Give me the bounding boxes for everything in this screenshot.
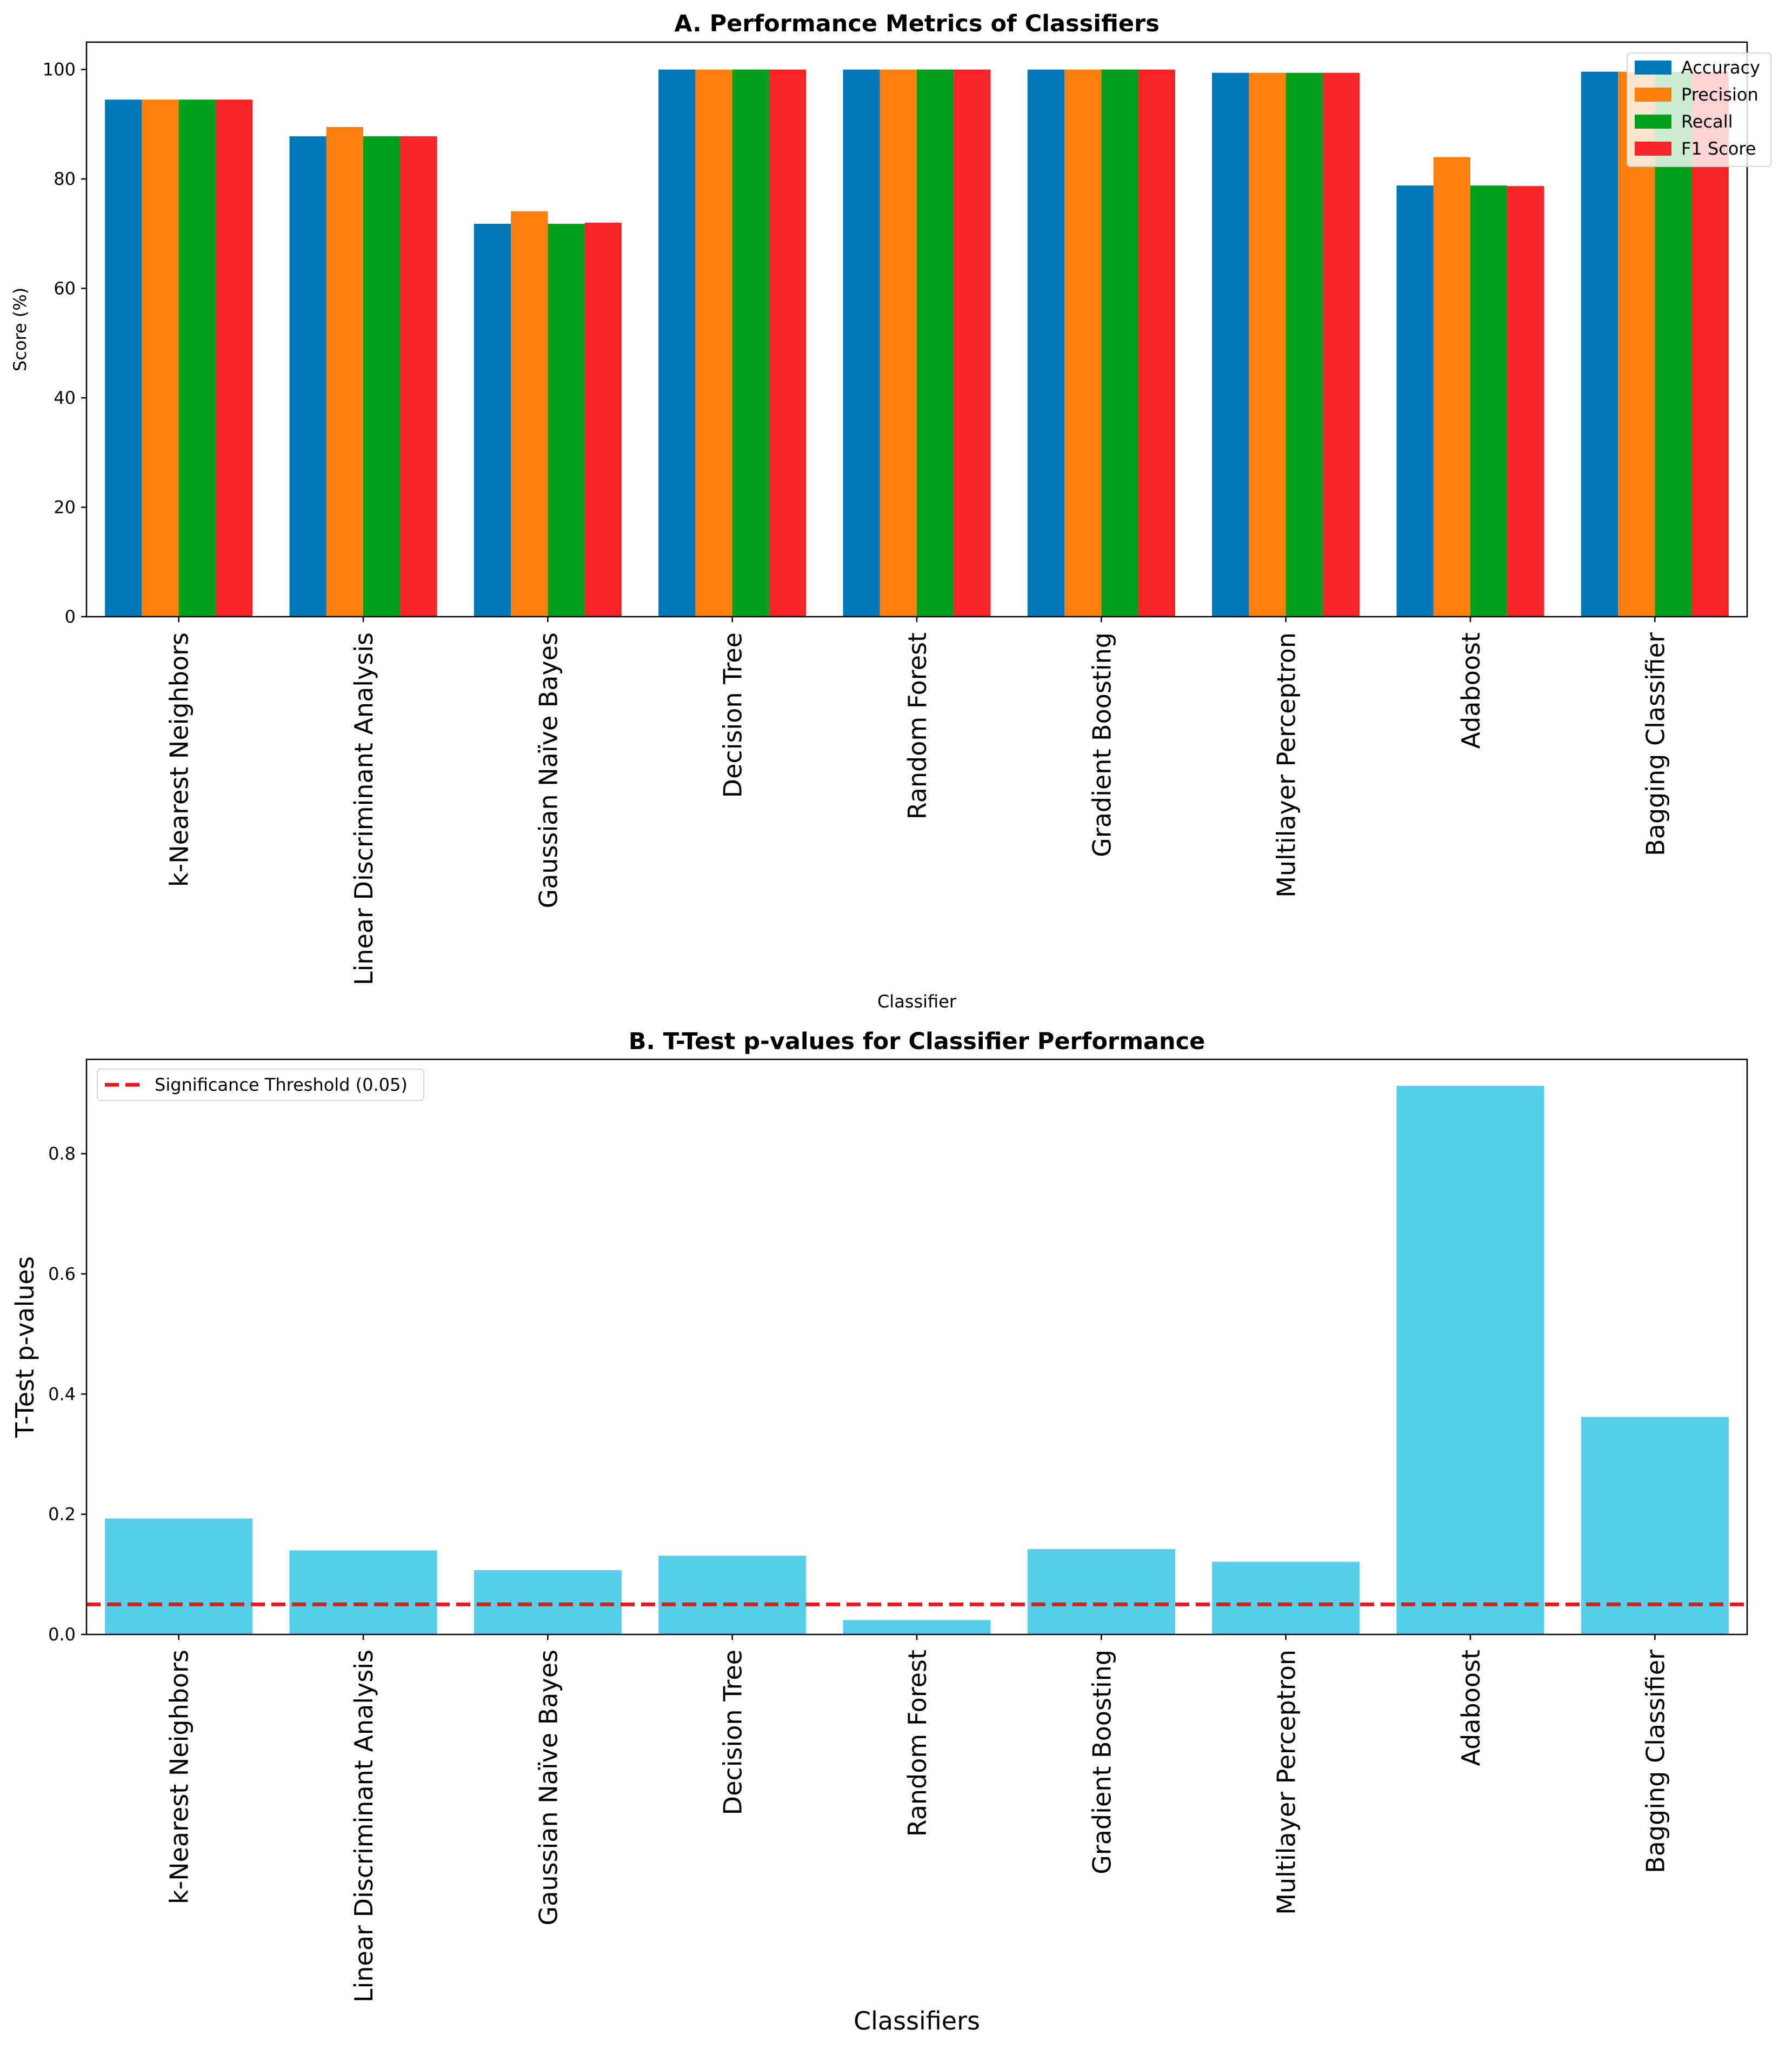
a-xtick-label-adaboost: Adaboost bbox=[1456, 632, 1485, 749]
b-legend-box bbox=[97, 1069, 424, 1101]
bar-f1-score-gradient-boosting bbox=[1138, 69, 1175, 617]
b-xtick-label-k-nearest-neighbors: k-Nearest Neighbors bbox=[165, 1650, 194, 1904]
legend-swatch-recall bbox=[1635, 115, 1671, 129]
pvalue-bar-multilayer-perceptron bbox=[1212, 1561, 1360, 1634]
bar-accuracy-random-forest bbox=[843, 69, 880, 617]
a-bars-group bbox=[105, 69, 1729, 617]
pvalue-bar-adaboost bbox=[1396, 1085, 1544, 1634]
a-xtick-label-multilayer-perceptron: Multilayer Perceptron bbox=[1272, 632, 1301, 898]
bar-precision-k-nearest-neighbors bbox=[142, 99, 179, 617]
bar-f1-score-multilayer-perceptron bbox=[1322, 72, 1360, 617]
bar-recall-adaboost bbox=[1470, 185, 1508, 617]
pvalue-bar-gaussian-na-ve-bayes bbox=[474, 1570, 622, 1634]
bar-recall-multilayer-perceptron bbox=[1285, 72, 1323, 617]
bar-recall-linear-discriminant-analysis bbox=[363, 136, 401, 617]
b-bars-group bbox=[105, 1085, 1729, 1634]
a-legend-box bbox=[1627, 52, 1771, 167]
b-xtick-label-gradient-boosting: Gradient Boosting bbox=[1087, 1650, 1116, 1874]
b-xtick-label-adaboost: Adaboost bbox=[1456, 1650, 1485, 1766]
a-xtick-label-gradient-boosting: Gradient Boosting bbox=[1087, 632, 1116, 857]
bar-recall-random-forest bbox=[917, 69, 954, 617]
a-x-axis-label: Classifier bbox=[877, 991, 957, 1012]
ttest-pvalues-chart: 0.0 0.2 0.4 0.6 0.8 k-Nearest Neighbors Linear… bbox=[10, 1028, 1748, 2035]
bar-f1-score-random-forest bbox=[954, 69, 991, 617]
b-xtick-label-bagging-classifier: Bagging Classifier bbox=[1641, 1650, 1670, 1873]
a-ytick-label: 40 bbox=[54, 388, 76, 408]
a-xtick-label-linear-discriminant-analysis: Linear Discriminant Analysis bbox=[349, 632, 378, 985]
pvalue-bar-random-forest bbox=[843, 1620, 991, 1634]
bar-recall-k-nearest-neighbors bbox=[178, 99, 216, 617]
bar-precision-gradient-boosting bbox=[1064, 69, 1102, 617]
b-xtick-label-linear-discriminant-analysis: Linear Discriminant Analysis bbox=[349, 1650, 378, 2003]
pvalue-bar-gradient-boosting bbox=[1027, 1549, 1175, 1634]
pvalue-bar-k-nearest-neighbors bbox=[105, 1518, 253, 1634]
b-y-axis-label: T-Test p-values bbox=[10, 1256, 39, 1438]
bar-recall-gradient-boosting bbox=[1101, 69, 1138, 617]
a-xtick-label-decision-tree: Decision Tree bbox=[718, 632, 748, 798]
legend-label-accuracy: Accuracy bbox=[1681, 57, 1760, 78]
a-chart-title: A. Performance Metrics of Classifiers bbox=[674, 10, 1160, 37]
legend-label-significance-threshold: Significance Threshold (0.05) bbox=[155, 1074, 408, 1095]
a-ytick-label: 60 bbox=[54, 278, 76, 299]
b-x-axis-label: Classifiers bbox=[854, 2006, 980, 2035]
bar-accuracy-adaboost bbox=[1396, 185, 1434, 617]
a-xtick-label-k-nearest-neighbors: k-Nearest Neighbors bbox=[165, 632, 194, 887]
a-xtick-label-bagging-classifier: Bagging Classifier bbox=[1641, 632, 1670, 856]
bar-precision-decision-tree bbox=[695, 69, 732, 617]
legend-label-recall: Recall bbox=[1681, 111, 1733, 132]
a-xtick-label-gaussian-na-ve-bayes: Gaussian Naïve Bayes bbox=[534, 632, 563, 908]
bar-f1-score-gaussian-na-ve-bayes bbox=[584, 223, 622, 617]
pvalue-bar-bagging-classifier bbox=[1581, 1417, 1729, 1634]
bar-precision-random-forest bbox=[880, 69, 917, 617]
bar-f1-score-linear-discriminant-analysis bbox=[400, 136, 437, 617]
legend-swatch-precision bbox=[1635, 88, 1671, 102]
bar-precision-adaboost bbox=[1433, 157, 1470, 617]
bar-accuracy-gaussian-na-ve-bayes bbox=[474, 224, 511, 617]
performance-metrics-chart: 0 20 40 60 80 100 k-Nearest Neighbors Linear Di… bbox=[10, 10, 1771, 1012]
b-ytick-label: 0.6 bbox=[48, 1264, 76, 1284]
a-ytick-label: 0 bbox=[65, 606, 76, 627]
b-xtick-label-multilayer-perceptron: Multilayer Perceptron bbox=[1272, 1650, 1301, 1915]
bar-recall-gaussian-na-ve-bayes bbox=[548, 224, 585, 617]
b-ytick-label: 0.4 bbox=[48, 1384, 76, 1404]
b-chart-title: B. T-Test p-values for Classifier Perfor… bbox=[629, 1028, 1205, 1055]
bar-precision-gaussian-na-ve-bayes bbox=[511, 211, 548, 617]
a-ytick-label: 80 bbox=[54, 169, 76, 189]
bar-f1-score-k-nearest-neighbors bbox=[215, 99, 253, 617]
bar-accuracy-bagging-classifier bbox=[1581, 71, 1618, 617]
bar-accuracy-linear-discriminant-analysis bbox=[289, 136, 327, 617]
b-ytick-label: 0.0 bbox=[48, 1624, 76, 1645]
bar-accuracy-decision-tree bbox=[658, 69, 696, 617]
bar-precision-multilayer-perceptron bbox=[1249, 72, 1286, 617]
a-legend: Accuracy Precision Recall F1 Score bbox=[1627, 52, 1771, 167]
a-xtick-label-random-forest: Random Forest bbox=[903, 632, 932, 819]
b-ytick-label: 0.8 bbox=[48, 1144, 76, 1164]
a-y-axis-label: Score (%) bbox=[10, 288, 30, 371]
legend-label-f1-score: F1 Score bbox=[1681, 138, 1756, 159]
b-xtick-label-gaussian-na-ve-bayes: Gaussian Naïve Bayes bbox=[534, 1650, 563, 1925]
bar-accuracy-multilayer-perceptron bbox=[1212, 72, 1249, 617]
bar-precision-linear-discriminant-analysis bbox=[326, 126, 363, 617]
bar-f1-score-decision-tree bbox=[769, 69, 807, 617]
legend-swatch-f1-score bbox=[1635, 142, 1671, 156]
b-ytick-label: 0.2 bbox=[48, 1504, 76, 1525]
legend-swatch-accuracy bbox=[1635, 61, 1671, 75]
bar-accuracy-k-nearest-neighbors bbox=[105, 99, 142, 617]
b-legend: Significance Threshold (0.05) bbox=[97, 1069, 424, 1101]
bar-accuracy-gradient-boosting bbox=[1027, 69, 1065, 617]
b-xtick-label-decision-tree: Decision Tree bbox=[718, 1650, 748, 1815]
pvalue-bar-decision-tree bbox=[658, 1556, 807, 1634]
b-xtick-label-random-forest: Random Forest bbox=[903, 1650, 932, 1837]
a-ytick-label: 20 bbox=[54, 497, 76, 518]
bar-f1-score-adaboost bbox=[1507, 186, 1544, 617]
legend-label-precision: Precision bbox=[1681, 84, 1758, 105]
pvalue-bar-linear-discriminant-analysis bbox=[289, 1550, 437, 1634]
bar-recall-decision-tree bbox=[732, 69, 769, 617]
a-ytick-label: 100 bbox=[43, 59, 76, 80]
